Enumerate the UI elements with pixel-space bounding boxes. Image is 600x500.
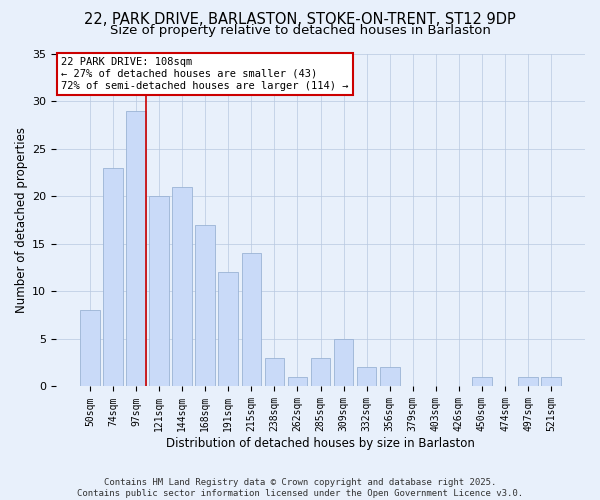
Bar (541, 377, 561, 386)
Bar (334, 339, 353, 386)
Bar (287, 377, 307, 386)
Text: Size of property relative to detached houses in Barlaston: Size of property relative to detached ho… (110, 24, 490, 37)
Bar (172, 187, 192, 386)
Bar (149, 196, 169, 386)
Bar (80, 310, 100, 386)
Bar (265, 358, 284, 386)
Bar (518, 377, 538, 386)
X-axis label: Distribution of detached houses by size in Barlaston: Distribution of detached houses by size … (166, 437, 475, 450)
Y-axis label: Number of detached properties: Number of detached properties (15, 127, 28, 313)
Bar (380, 368, 400, 386)
Text: 22, PARK DRIVE, BARLASTON, STOKE-ON-TRENT, ST12 9DP: 22, PARK DRIVE, BARLASTON, STOKE-ON-TREN… (84, 12, 516, 28)
Bar (218, 272, 238, 386)
Text: 22 PARK DRIVE: 108sqm
← 27% of detached houses are smaller (43)
72% of semi-deta: 22 PARK DRIVE: 108sqm ← 27% of detached … (61, 58, 349, 90)
Bar (242, 254, 261, 386)
Bar (357, 368, 376, 386)
Text: Contains HM Land Registry data © Crown copyright and database right 2025.
Contai: Contains HM Land Registry data © Crown c… (77, 478, 523, 498)
Bar (311, 358, 331, 386)
Bar (126, 111, 146, 386)
Bar (472, 377, 492, 386)
Bar (196, 225, 215, 386)
Bar (103, 168, 123, 386)
